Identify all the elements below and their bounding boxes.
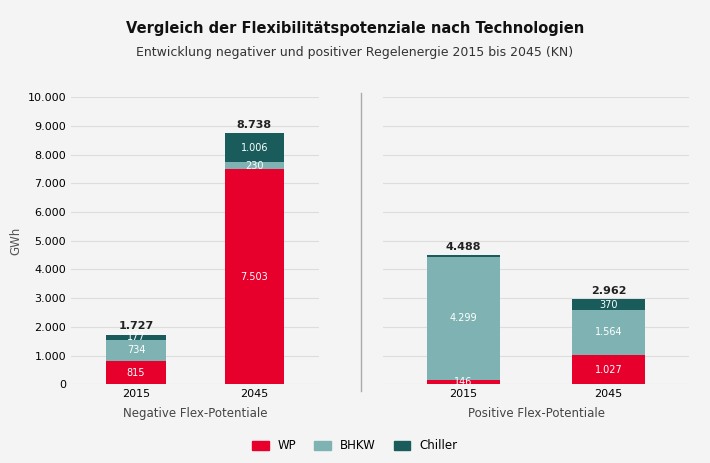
Text: 370: 370	[599, 300, 618, 310]
Text: 7.503: 7.503	[241, 272, 268, 282]
Bar	[106, 361, 165, 384]
Bar	[572, 299, 645, 310]
Bar	[427, 380, 500, 384]
Text: 815: 815	[127, 368, 146, 378]
Bar	[106, 335, 165, 340]
Bar	[225, 163, 284, 169]
Text: 1.564: 1.564	[595, 327, 623, 338]
Text: 8.738: 8.738	[237, 120, 272, 130]
Bar	[572, 355, 645, 384]
Text: 177: 177	[127, 332, 146, 342]
Text: 734: 734	[127, 345, 146, 356]
X-axis label: Positive Flex-Potentiale: Positive Flex-Potentiale	[468, 407, 604, 420]
Text: 230: 230	[245, 161, 263, 170]
Bar	[427, 256, 500, 257]
Bar	[225, 133, 284, 163]
Bar	[427, 257, 500, 380]
Text: 1.006: 1.006	[241, 143, 268, 153]
Text: 4.488: 4.488	[446, 242, 481, 252]
Text: 1.727: 1.727	[119, 321, 153, 332]
Text: 2.962: 2.962	[591, 286, 626, 296]
Text: Vergleich der Flexibilitätspotenziale nach Technologien: Vergleich der Flexibilitätspotenziale na…	[126, 21, 584, 36]
Y-axis label: GWh: GWh	[9, 226, 22, 255]
Legend: WP, BHKW, Chiller: WP, BHKW, Chiller	[247, 435, 463, 457]
Bar	[572, 310, 645, 355]
Text: 4.299: 4.299	[449, 313, 477, 323]
Text: Entwicklung negativer und positiver Regelenergie 2015 bis 2045 (KN): Entwicklung negativer und positiver Rege…	[136, 46, 574, 59]
Text: 1.027: 1.027	[595, 364, 623, 375]
Bar	[225, 169, 284, 384]
Text: 146: 146	[454, 377, 473, 387]
Bar	[106, 340, 165, 361]
X-axis label: Negative Flex-Potentiale: Negative Flex-Potentiale	[123, 407, 268, 420]
